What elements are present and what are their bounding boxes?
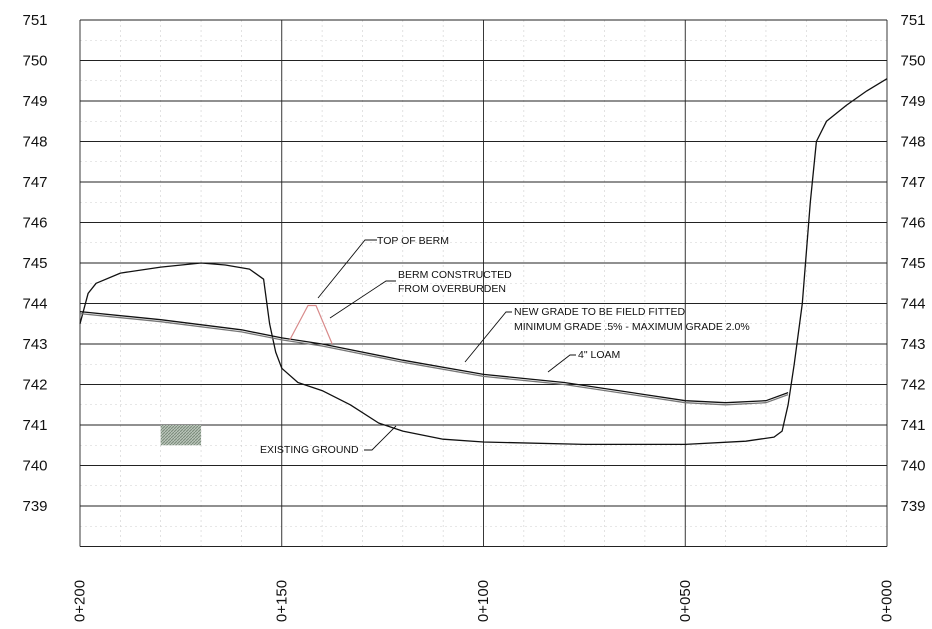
annotations: TOP OF BERM BERM CONSTRUCTED FROM OVERBU…: [260, 235, 750, 456]
grid: [79, 19, 888, 547]
x-tick-label: 0+000: [879, 580, 896, 622]
y-tick-label-right: 746: [900, 215, 925, 232]
y-axis-right-labels: 751 750 749 748 747 746 745 744 743 742 741 740 739: [900, 12, 925, 515]
hatched-box: [160, 425, 202, 446]
x-tick-label: 0+100: [475, 580, 492, 622]
y-tick-label-left: 750: [22, 53, 47, 70]
y-tick-label-right: 747: [900, 174, 925, 191]
x-tick-label: 0+200: [72, 580, 89, 622]
y-tick-label-left: 743: [22, 336, 47, 353]
annotation-top-of-berm: TOP OF BERM: [377, 235, 449, 247]
y-tick-label-left: 740: [22, 458, 47, 475]
leader-berm: [329, 280, 396, 319]
series-existing-ground: [79, 78, 888, 446]
series-layer: [79, 78, 888, 446]
y-tick-label-left: 744: [22, 296, 47, 313]
series-loam-4in: [79, 312, 789, 406]
y-tick-label-left: 747: [22, 174, 47, 191]
hatched-rectangle: [160, 425, 202, 446]
y-tick-label-left: 742: [22, 377, 47, 394]
leader-new-grade: [464, 311, 512, 363]
x-tick-label: 0+150: [273, 580, 290, 622]
y-tick-label-left: 751: [22, 12, 47, 29]
series-berm: [289, 304, 333, 345]
y-tick-label-right: 749: [900, 93, 925, 110]
annotation-new-grade-line2: MINIMUM GRADE .5% - MAXIMUM GRADE 2.0%: [514, 321, 750, 333]
y-tick-label-right: 739: [900, 498, 925, 515]
leader-top-of-berm: [317, 239, 377, 299]
y-tick-label-left: 746: [22, 215, 47, 232]
y-axis-left-labels: 751 750 749 748 747 746 745 744 743 742 741 740 739: [22, 12, 47, 515]
annotation-berm-line2: FROM OVERBURDEN: [398, 283, 506, 295]
y-tick-label-left: 749: [22, 93, 47, 110]
x-axis-labels: 0+200 0+150 0+100 0+050 0+000: [72, 580, 896, 622]
leader-existing-ground: [364, 425, 397, 451]
y-tick-label-right: 748: [900, 134, 925, 151]
y-tick-label-right: 750: [900, 53, 925, 70]
y-tick-label-left: 741: [22, 417, 47, 434]
y-tick-label-right: 751: [900, 12, 925, 29]
y-tick-label-right: 745: [900, 255, 925, 272]
y-tick-label-left: 748: [22, 134, 47, 151]
y-tick-label-right: 741: [900, 417, 925, 434]
leader-loam: [547, 354, 576, 373]
y-tick-label-right: 742: [900, 377, 925, 394]
annotation-new-grade-line1: NEW GRADE TO BE FIELD FITTED: [514, 306, 686, 318]
y-tick-label-right: 743: [900, 336, 925, 353]
series-new-grade: [79, 310, 789, 404]
x-tick-label: 0+050: [677, 580, 694, 622]
y-tick-label-left: 745: [22, 255, 47, 272]
y-tick-label-left: 739: [22, 498, 47, 515]
annotation-existing-ground: EXISTING GROUND: [260, 444, 359, 456]
annotation-loam: 4" LOAM: [578, 349, 620, 361]
y-tick-label-right: 740: [900, 458, 925, 475]
annotation-berm-line1: BERM CONSTRUCTED: [398, 269, 512, 281]
y-tick-label-right: 744: [900, 296, 925, 313]
